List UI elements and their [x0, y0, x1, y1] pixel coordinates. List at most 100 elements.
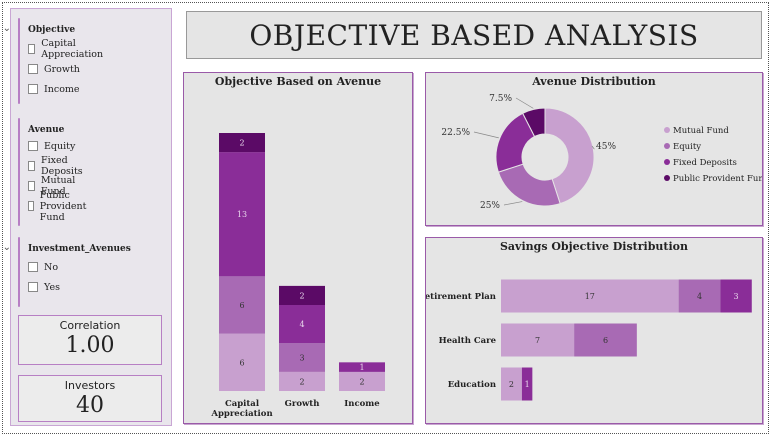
objective-slicer-title: Objective [28, 25, 76, 35]
objective-avenue-chart-panel: Objective Based on Avenue 6 6 13 2 Capital Ap… [183, 72, 413, 424]
option-label: Public Provident Fund [39, 189, 87, 223]
investors-card: Investors 40 [18, 375, 162, 422]
donut-slice [544, 107, 595, 205]
bar-segment [678, 279, 721, 313]
legend-marker [664, 159, 670, 165]
bar-segment [501, 367, 522, 401]
avenue-option-public-provident-fund[interactable]: Public Provident Fund [28, 190, 91, 223]
data-label: 6 [239, 358, 244, 367]
data-label: 4 [299, 320, 304, 329]
checkbox[interactable] [28, 262, 38, 272]
bar-segment [501, 279, 679, 313]
category-label: Income [344, 399, 380, 409]
checkbox[interactable] [28, 181, 35, 191]
chevron-down-icon[interactable]: ⌄ [2, 23, 11, 34]
bar-segment [521, 367, 533, 401]
legend-label: Public Provident Fund [673, 174, 762, 184]
leader-line [503, 201, 523, 206]
checkbox[interactable] [28, 64, 38, 74]
bar-segment [339, 371, 385, 391]
category-label: Retirement Plan [426, 292, 496, 302]
investors-label: Investors [64, 379, 116, 392]
bar-segment [574, 323, 637, 357]
option-label: Income [44, 83, 80, 95]
category-label: Growth [285, 399, 320, 409]
correlation-value: 1.00 [65, 333, 115, 358]
leader-line [473, 131, 499, 139]
option-label: Capital Appreciation [41, 38, 104, 60]
bar-segment [219, 333, 265, 391]
avenue-option-equity[interactable]: Equity [28, 139, 75, 153]
data-label: 2 [239, 139, 244, 148]
data-label: 6 [239, 301, 244, 310]
investment-avenues-slicer-title: Investment_Avenues [28, 244, 131, 254]
bar-segment [339, 362, 385, 372]
leader-line [591, 145, 595, 150]
investors-value: 40 [76, 393, 104, 418]
data-label: 3 [299, 354, 304, 363]
savings-objective-panel: Savings Objective Distribution Retiremen… [425, 237, 763, 424]
chevron-down-icon[interactable]: ⌄ [2, 242, 11, 253]
legend-marker [664, 127, 670, 133]
page-title: OBJECTIVE BASED ANALYSIS [249, 19, 699, 52]
slice-label: 25% [480, 201, 500, 211]
option-label: Growth [44, 63, 80, 75]
option-label: Equity [44, 140, 76, 152]
legend-marker [664, 143, 670, 149]
category-label: Education [448, 380, 496, 390]
chart-title: Objective Based on Avenue [214, 75, 382, 88]
bar-segment [219, 152, 265, 277]
data-label: 4 [697, 292, 702, 301]
investment-avenues-option-yes[interactable]: Yes [28, 280, 60, 294]
legend-label: Fixed Deposits [673, 158, 737, 168]
page-title-box: OBJECTIVE BASED ANALYSIS [186, 11, 762, 59]
objective-option-growth[interactable]: Growth [28, 62, 80, 76]
bar-segment [279, 343, 325, 372]
chart-title: Savings Objective Distribution [499, 240, 689, 253]
slice-label: 22.5% [441, 128, 470, 138]
legend-marker [664, 175, 670, 181]
data-label: 1 [359, 363, 364, 372]
option-label: Fixed Deposits [41, 155, 83, 177]
bar-segment [279, 285, 325, 305]
donut-slice [522, 107, 546, 138]
avenue-distribution-panel: Avenue Distribution 45% 25% 22.5% 7.5% Mutua… [425, 72, 763, 226]
option-label: Yes [44, 281, 60, 293]
data-label: 7 [535, 336, 540, 345]
option-label: Mutual Fund [40, 175, 76, 197]
bar-segment [219, 133, 265, 153]
savings-objective-chart: Retirement Plan 17 4 3 Health Care 7 6 Educatio… [426, 279, 752, 401]
checkbox[interactable] [28, 201, 34, 211]
data-label: 6 [603, 336, 608, 345]
checkbox[interactable] [28, 84, 38, 94]
checkbox[interactable] [28, 141, 38, 151]
correlation-label: Correlation [59, 319, 121, 332]
data-label: 2 [299, 291, 304, 300]
data-label: 1 [525, 380, 530, 389]
investment-avenues-option-no[interactable]: No [28, 260, 58, 274]
data-label: 3 [734, 292, 739, 301]
data-label: 13 [237, 210, 247, 219]
objective-option-income[interactable]: Income [28, 82, 80, 96]
avenue-option-mutual-fund[interactable]: Mutual Fund [28, 175, 78, 197]
avenue-distribution-chart: 45% 25% 22.5% 7.5% Mutual Fund Equity Fixed De… [441, 94, 762, 211]
correlation-card: Correlation 1.00 [18, 315, 162, 365]
data-label: 17 [585, 292, 595, 301]
category-label: Capital [225, 399, 260, 409]
category-label: Appreciation [210, 409, 272, 419]
option-label: No [44, 261, 59, 273]
checkbox[interactable] [28, 44, 36, 54]
investment-avenues-slicer: Investment_Avenues ⌄ No Yes [3, 237, 131, 307]
objective-slicer: Objective ⌄ Capital Appreciation Growth … [3, 18, 103, 104]
objective-option-capital-appreciation[interactable]: Capital Appreciation [28, 38, 106, 60]
avenue-option-fixed-deposits[interactable]: Fixed Deposits [28, 155, 86, 177]
slice-label: 45% [596, 142, 616, 152]
category-label: Health Care [439, 336, 497, 346]
slice-label: 7.5% [489, 94, 512, 104]
avenue-slicer: Avenue Equity Fixed Deposits Mutual Fund… [18, 118, 86, 226]
checkbox[interactable] [28, 282, 38, 292]
checkbox[interactable] [28, 161, 35, 171]
legend-label: Equity [673, 142, 701, 152]
bar-segment [219, 276, 265, 334]
data-label: 2 [299, 377, 304, 386]
